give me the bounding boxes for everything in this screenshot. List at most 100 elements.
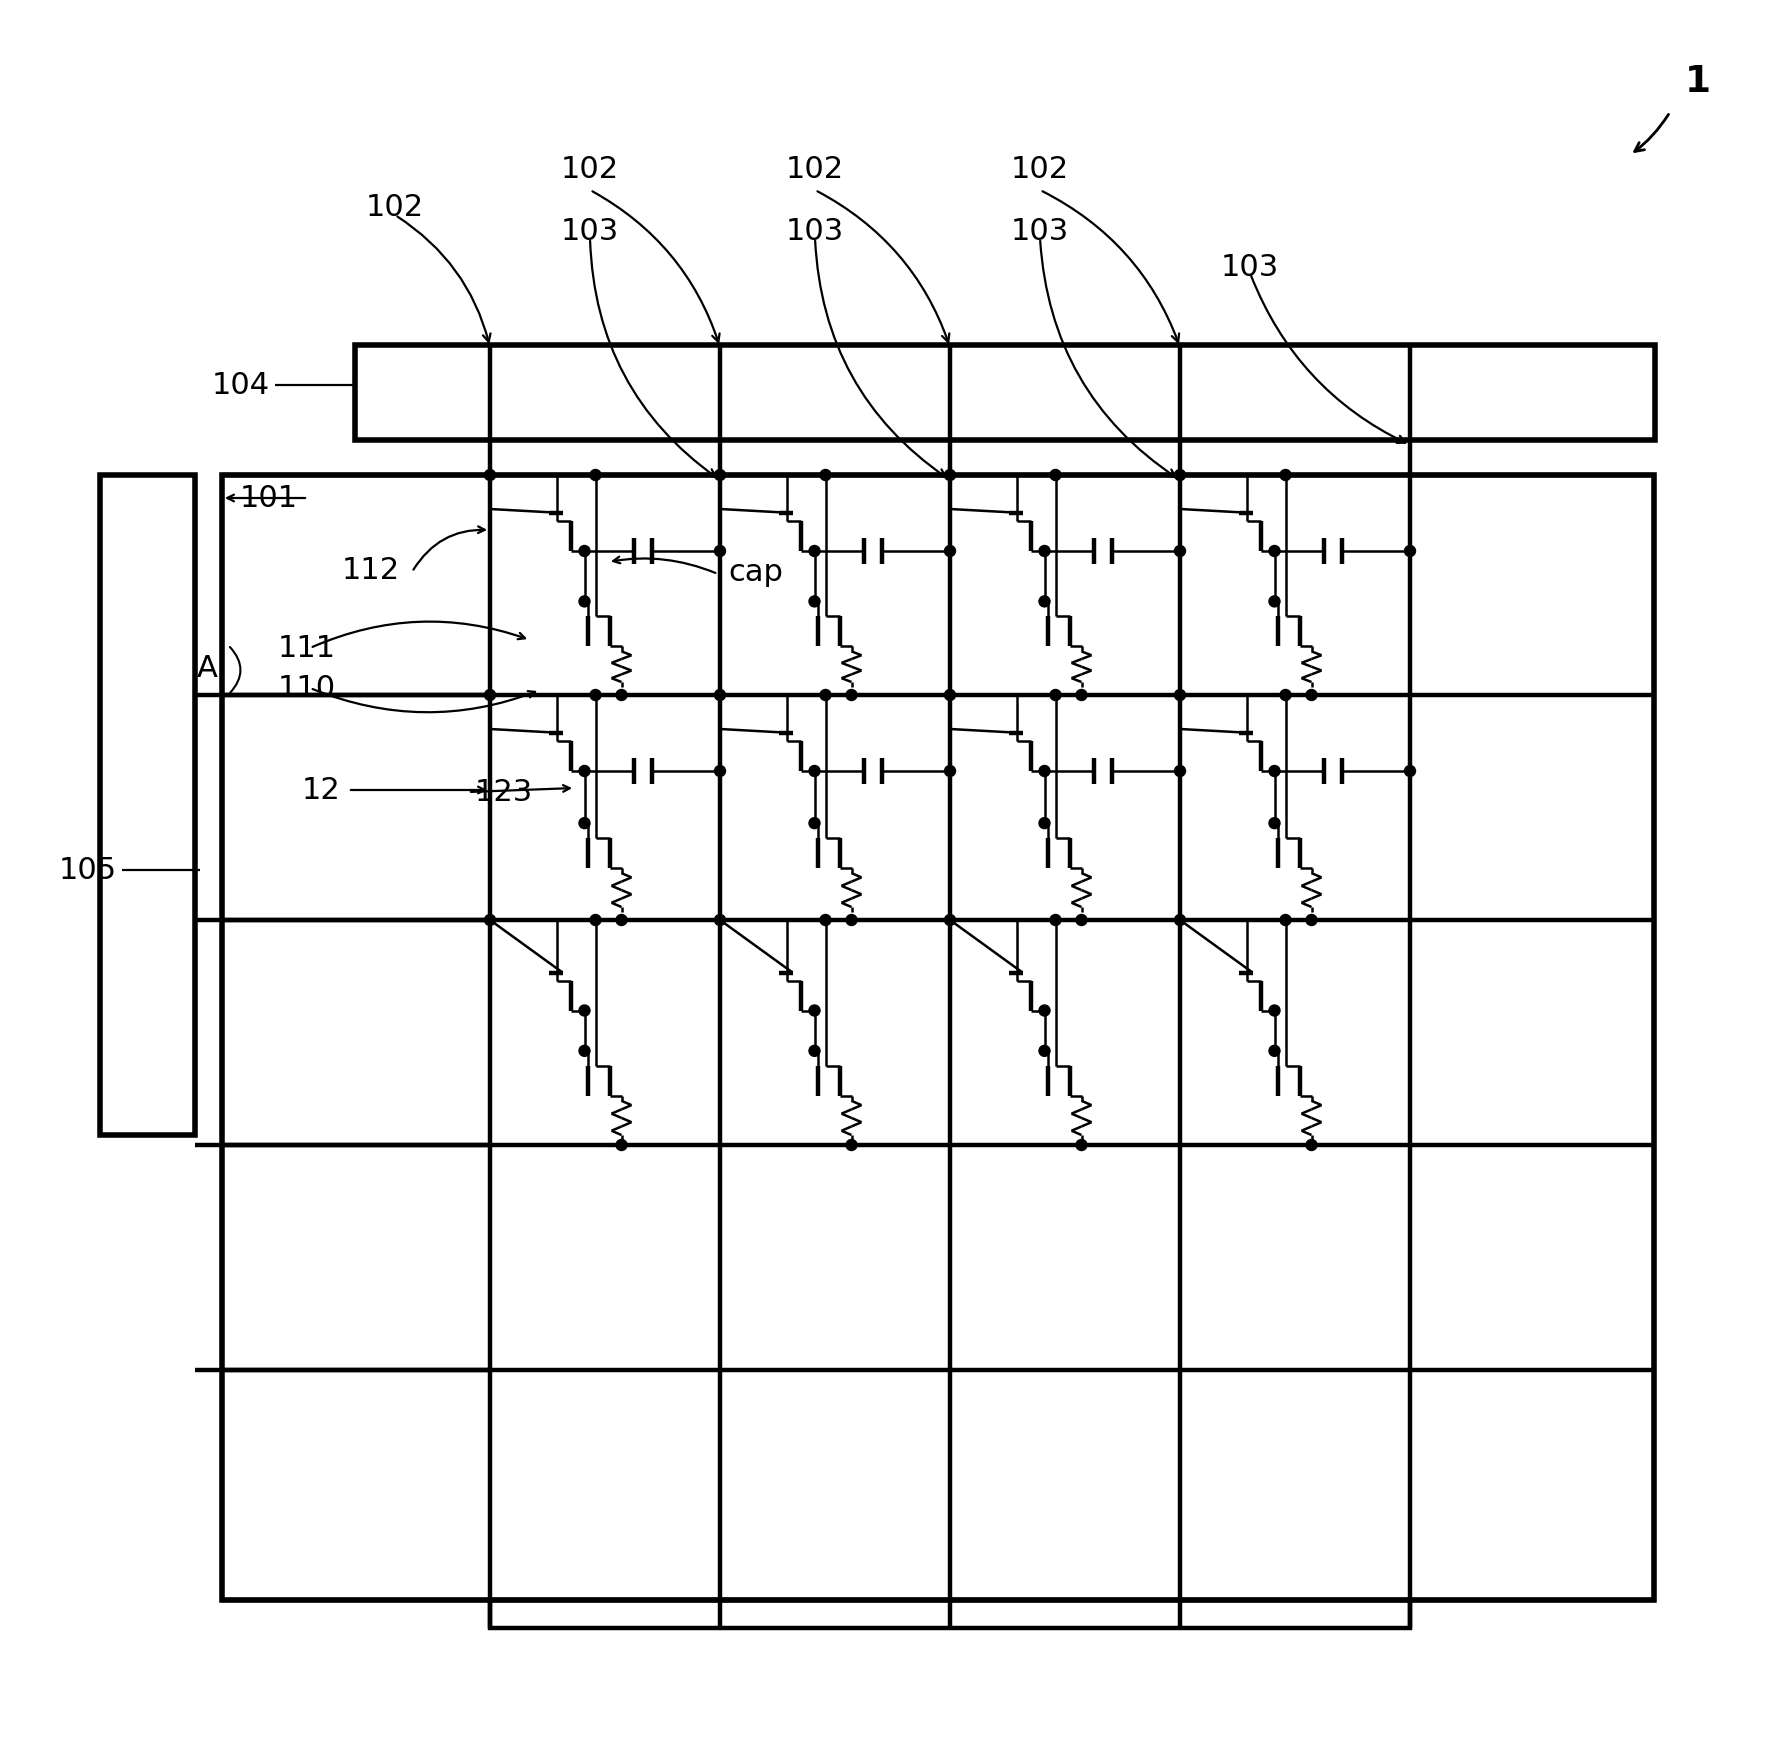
- FancyArrowPatch shape: [470, 786, 570, 793]
- Circle shape: [1279, 470, 1290, 481]
- Circle shape: [1269, 1045, 1279, 1056]
- Circle shape: [715, 470, 725, 481]
- Text: 101: 101: [241, 484, 298, 512]
- Circle shape: [1279, 915, 1290, 925]
- Circle shape: [1174, 545, 1185, 556]
- Circle shape: [485, 690, 495, 700]
- FancyArrowPatch shape: [592, 192, 720, 341]
- Circle shape: [579, 765, 590, 777]
- Circle shape: [1050, 470, 1060, 481]
- Circle shape: [1269, 1005, 1279, 1016]
- FancyArrowPatch shape: [1042, 192, 1180, 341]
- Circle shape: [1269, 545, 1279, 556]
- FancyArrowPatch shape: [1251, 275, 1406, 442]
- Text: 112: 112: [342, 556, 399, 585]
- Circle shape: [579, 1005, 590, 1016]
- Circle shape: [590, 470, 601, 481]
- Text: 102: 102: [561, 155, 618, 185]
- Text: 102: 102: [1010, 155, 1069, 185]
- Circle shape: [820, 470, 830, 481]
- Circle shape: [590, 690, 601, 700]
- Circle shape: [809, 545, 820, 556]
- Circle shape: [715, 545, 725, 556]
- Text: 102: 102: [365, 193, 424, 223]
- Circle shape: [617, 690, 627, 700]
- Circle shape: [579, 817, 590, 829]
- Text: 12: 12: [301, 775, 340, 805]
- Circle shape: [1269, 817, 1279, 829]
- FancyArrowPatch shape: [1634, 115, 1668, 152]
- FancyArrowPatch shape: [228, 495, 305, 502]
- Text: 105: 105: [59, 855, 118, 885]
- Circle shape: [809, 817, 820, 829]
- Circle shape: [1306, 915, 1317, 925]
- Circle shape: [1076, 1139, 1087, 1150]
- Text: 102: 102: [786, 155, 845, 185]
- Bar: [490, 1599, 1410, 1629]
- Text: 103: 103: [1221, 253, 1279, 282]
- Text: 111: 111: [278, 634, 337, 662]
- Bar: [223, 476, 1654, 1599]
- Circle shape: [820, 690, 830, 700]
- Circle shape: [944, 765, 955, 777]
- Circle shape: [944, 470, 955, 481]
- Text: 103: 103: [1010, 218, 1069, 247]
- FancyArrowPatch shape: [413, 526, 485, 570]
- Circle shape: [1269, 765, 1279, 777]
- Text: A: A: [198, 653, 217, 683]
- FancyArrowPatch shape: [312, 690, 535, 712]
- Circle shape: [1174, 470, 1185, 481]
- Circle shape: [944, 690, 955, 700]
- Circle shape: [1039, 765, 1050, 777]
- Circle shape: [1174, 915, 1185, 925]
- Circle shape: [1174, 765, 1185, 777]
- Circle shape: [590, 915, 601, 925]
- Circle shape: [1039, 817, 1050, 829]
- Bar: [355, 345, 1655, 441]
- FancyArrowPatch shape: [312, 622, 526, 646]
- Text: 104: 104: [212, 371, 271, 399]
- Circle shape: [617, 1139, 627, 1150]
- Text: 103: 103: [561, 218, 618, 247]
- Circle shape: [1306, 1139, 1317, 1150]
- FancyArrowPatch shape: [818, 192, 950, 341]
- Circle shape: [715, 915, 725, 925]
- Circle shape: [846, 915, 857, 925]
- Circle shape: [1039, 1045, 1050, 1056]
- Circle shape: [1279, 690, 1290, 700]
- Circle shape: [846, 1139, 857, 1150]
- Circle shape: [579, 596, 590, 606]
- FancyArrowPatch shape: [351, 787, 485, 793]
- FancyArrowPatch shape: [613, 557, 715, 573]
- Circle shape: [944, 915, 955, 925]
- Circle shape: [485, 470, 495, 481]
- Circle shape: [809, 765, 820, 777]
- FancyArrowPatch shape: [814, 240, 946, 477]
- Circle shape: [579, 1045, 590, 1056]
- Circle shape: [1404, 765, 1415, 777]
- Text: cap: cap: [729, 557, 782, 587]
- Circle shape: [1404, 545, 1415, 556]
- Circle shape: [715, 765, 725, 777]
- FancyArrowPatch shape: [590, 240, 716, 477]
- Text: 103: 103: [786, 218, 845, 247]
- Circle shape: [820, 915, 830, 925]
- Text: 123: 123: [476, 777, 533, 807]
- Circle shape: [809, 1045, 820, 1056]
- Circle shape: [1050, 690, 1060, 700]
- Circle shape: [1039, 596, 1050, 606]
- Circle shape: [715, 690, 725, 700]
- Circle shape: [1306, 690, 1317, 700]
- Circle shape: [1076, 915, 1087, 925]
- Circle shape: [1174, 690, 1185, 700]
- Circle shape: [809, 1005, 820, 1016]
- Circle shape: [617, 915, 627, 925]
- Circle shape: [944, 545, 955, 556]
- Bar: [100, 476, 194, 1136]
- Circle shape: [1269, 596, 1279, 606]
- FancyArrowPatch shape: [397, 216, 490, 341]
- Circle shape: [809, 596, 820, 606]
- Circle shape: [485, 915, 495, 925]
- Circle shape: [846, 690, 857, 700]
- Circle shape: [1039, 545, 1050, 556]
